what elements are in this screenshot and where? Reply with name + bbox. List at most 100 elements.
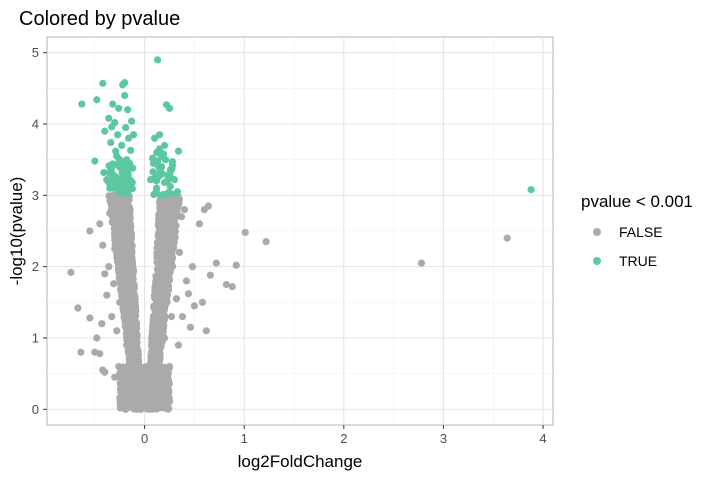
point-true	[150, 190, 158, 199]
point-false	[150, 339, 158, 348]
point-false	[127, 346, 136, 354]
point-false	[128, 259, 137, 267]
point-true	[158, 170, 167, 178]
point-false	[154, 260, 162, 268]
point-false	[186, 323, 195, 331]
series-true-points	[78, 56, 535, 199]
y-tick-label: 3	[32, 188, 39, 203]
point-true	[160, 178, 169, 187]
point-true	[128, 117, 136, 125]
point-true	[109, 100, 117, 108]
point-true	[150, 134, 159, 142]
point-false	[188, 263, 197, 271]
point-false	[168, 263, 177, 271]
point-false	[172, 295, 181, 303]
point-false	[132, 399, 140, 407]
point-false	[101, 270, 109, 278]
point-false	[148, 354, 156, 362]
point-true	[127, 146, 135, 155]
point-true	[121, 91, 129, 100]
point-true	[126, 177, 134, 185]
point-true	[152, 184, 161, 192]
point-false	[133, 338, 141, 347]
point-true	[173, 188, 182, 196]
y-tick-label: 1	[32, 330, 39, 345]
legend: pvalue < 0.001 FALSE TRUE	[581, 192, 693, 269]
point-true	[113, 152, 121, 160]
point-false	[177, 213, 186, 221]
point-false	[204, 202, 212, 210]
y-tick-label: 0	[32, 402, 39, 417]
point-true	[155, 131, 164, 139]
y-tick-label: 4	[32, 117, 39, 132]
point-false	[178, 312, 187, 321]
point-false	[118, 210, 127, 218]
point-false	[146, 396, 154, 404]
point-false	[98, 320, 106, 328]
point-false	[121, 405, 129, 413]
point-false	[159, 212, 167, 220]
point-true	[152, 148, 161, 157]
point-true	[111, 118, 119, 127]
point-false	[99, 241, 107, 249]
point-false	[127, 391, 136, 399]
point-false	[166, 251, 174, 259]
point-true	[149, 168, 157, 176]
point-false	[111, 245, 119, 253]
point-false	[206, 271, 214, 279]
point-false	[198, 298, 206, 306]
point-false	[113, 327, 121, 335]
point-false	[133, 352, 141, 360]
point-false	[160, 399, 169, 407]
point-false	[86, 227, 94, 235]
point-true	[160, 141, 169, 150]
point-true	[153, 56, 162, 64]
point-true	[110, 161, 118, 169]
point-false	[146, 365, 154, 373]
point-false	[96, 220, 104, 228]
x-tick-label: 2	[340, 431, 347, 446]
y-tick-label: 5	[32, 45, 39, 60]
point-false	[151, 378, 159, 387]
point-false	[158, 248, 167, 256]
point-false	[152, 363, 160, 371]
point-false	[126, 213, 134, 222]
point-false	[86, 314, 94, 322]
point-false	[124, 230, 132, 238]
point-false	[160, 205, 168, 213]
point-false	[125, 196, 133, 204]
point-false	[262, 238, 270, 246]
point-true	[119, 163, 127, 171]
point-false	[126, 266, 134, 274]
point-true	[115, 188, 123, 196]
point-false	[111, 373, 119, 381]
point-false	[163, 391, 171, 399]
point-false	[96, 350, 104, 358]
x-tick-label: 0	[141, 431, 148, 446]
point-false	[122, 295, 130, 303]
point-false	[241, 228, 249, 237]
point-true	[121, 79, 129, 87]
point-false	[182, 277, 191, 285]
point-false	[126, 303, 135, 311]
point-true	[156, 191, 165, 199]
point-true	[126, 159, 134, 167]
point-true	[161, 156, 170, 164]
series-false-points	[67, 191, 511, 413]
point-false	[152, 272, 160, 280]
point-false	[232, 261, 240, 269]
point-true	[103, 176, 111, 184]
point-false	[119, 384, 127, 392]
point-false	[114, 228, 122, 236]
y-axis-ticks: 0 1 2 3 4 5	[32, 45, 47, 417]
point-false	[164, 234, 173, 242]
point-true	[100, 168, 108, 177]
point-false	[155, 198, 164, 207]
x-tick-label: 3	[440, 431, 447, 446]
point-false	[123, 273, 132, 282]
point-true	[159, 150, 168, 158]
point-false	[161, 375, 169, 384]
point-false	[116, 267, 124, 275]
point-false	[115, 222, 123, 230]
point-false	[150, 305, 158, 313]
